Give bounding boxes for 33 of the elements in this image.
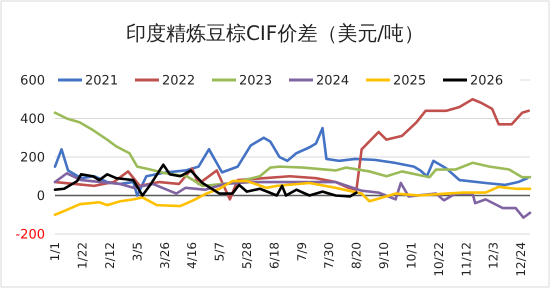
line-series (54, 180, 532, 216)
x-tick-label: 11/12 (459, 242, 474, 277)
x-tick-label: 9/10 (377, 242, 392, 269)
line-series (54, 111, 532, 188)
legend-label: 2021 (85, 74, 118, 89)
x-tick-label: 5/7 (212, 242, 227, 262)
x-tick-label: 4/16 (185, 242, 200, 269)
x-tick-label: 6/18 (267, 242, 282, 269)
x-tick-label: 5/28 (240, 242, 254, 269)
legend-label: 2022 (162, 74, 196, 89)
x-tick-label: 3/5 (130, 242, 144, 262)
line-series (54, 163, 358, 198)
x-tick-label: 10/22 (432, 242, 446, 277)
x-tick-label: 7/9 (294, 242, 309, 262)
legend-label: 2025 (393, 74, 426, 89)
y-tick-label: 600 (20, 74, 45, 89)
x-tick-label: 12/3 (486, 242, 501, 269)
x-tick-label: 1/1 (48, 242, 62, 262)
legend-label: 2023 (239, 74, 272, 89)
x-tick-label: 10/1 (404, 242, 418, 269)
x-tick-label: 1/22 (76, 242, 90, 269)
x-tick-label: 2/12 (103, 242, 118, 269)
legend-label: 2024 (316, 74, 350, 89)
legend-label: 2026 (470, 74, 504, 89)
x-tick-label: 3/26 (158, 242, 172, 269)
y-tick-label: 200 (20, 150, 45, 166)
y-tick-label: -200 (15, 228, 45, 243)
x-tick-label: 7/30 (322, 242, 336, 269)
chart-title: 印度精炼豆棕CIF价差（美元/吨） (126, 21, 424, 45)
x-tick-label: 12/24 (514, 242, 528, 277)
x-tick-label: 8/20 (350, 242, 364, 269)
y-tick-label: 400 (20, 112, 45, 128)
y-tick-label: 0 (36, 189, 45, 204)
